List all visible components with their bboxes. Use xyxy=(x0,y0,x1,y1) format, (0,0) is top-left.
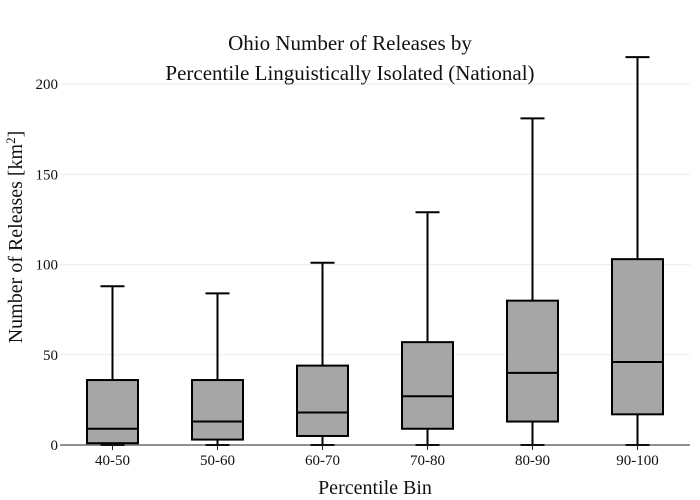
y-axis-title-end: ] xyxy=(5,131,27,138)
box-90-100 xyxy=(611,56,664,446)
x-tick-label: 70-80 xyxy=(410,453,445,469)
iqr-box xyxy=(296,364,349,437)
box-70-80 xyxy=(401,211,454,446)
x-tick-label: 50-60 xyxy=(200,453,235,469)
y-tick-label: 100 xyxy=(36,258,59,274)
iqr-box xyxy=(506,299,559,423)
iqr-box xyxy=(86,379,139,445)
box-60-70 xyxy=(296,261,349,446)
x-axis-title: Percentile Bin xyxy=(318,477,432,499)
y-tick-labels: 0 50 100 150 200 xyxy=(36,77,59,454)
y-tick-label: 0 xyxy=(51,438,59,454)
box-50-60 xyxy=(191,292,244,446)
gridlines xyxy=(60,83,690,356)
y-tick-label: 200 xyxy=(36,77,59,93)
box-80-90 xyxy=(506,117,559,446)
x-tick-label: 90-100 xyxy=(616,453,659,469)
y-axis-title-main: Number of Releases [km xyxy=(5,143,27,343)
y-tick-label: 150 xyxy=(36,167,59,183)
x-tick-label: 60-70 xyxy=(305,453,340,469)
y-tick-label: 50 xyxy=(43,348,58,364)
x-tick-label: 80-90 xyxy=(515,453,550,469)
x-tick-labels: 40-50 50-60 60-70 70-80 80-90 90-100 xyxy=(95,445,659,469)
chart-title-line-1: Ohio Number of Releases by xyxy=(228,31,472,55)
chart-title-line-2: Percentile Linguistically Isolated (Nati… xyxy=(165,61,534,85)
iqr-box xyxy=(611,258,664,416)
box-plot-series xyxy=(86,56,664,446)
iqr-box xyxy=(191,379,244,441)
x-tick-label: 40-50 xyxy=(95,453,130,469)
iqr-box xyxy=(401,341,454,430)
y-axis-title-superscript: 2 xyxy=(3,137,18,144)
box-40-50 xyxy=(86,285,139,446)
y-axis-title: Number of Releases [km2] xyxy=(3,131,27,344)
